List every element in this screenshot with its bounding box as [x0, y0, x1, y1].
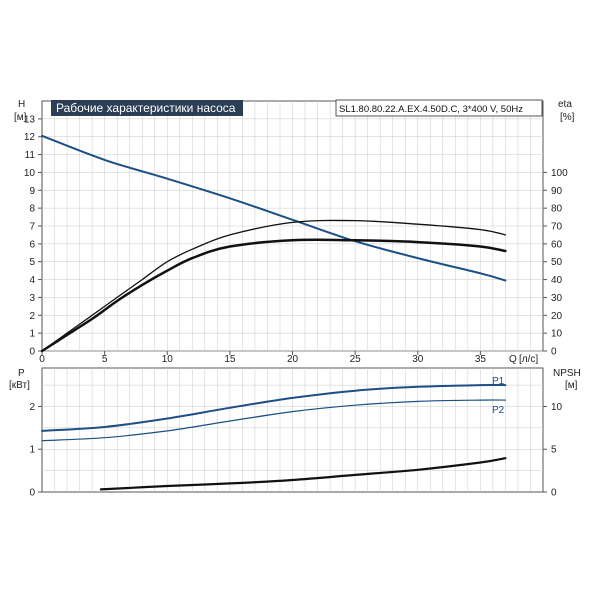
power-axis-ticks: 0 1 2 [29, 402, 42, 499]
head-tick-label: 4 [29, 275, 35, 286]
flow-tick-label: 25 [350, 354, 362, 365]
eta-axis-label: eta [558, 99, 572, 110]
eta-tick-label: 60 [551, 239, 563, 250]
curve-NPSH [99, 457, 507, 491]
head-tick-label: 12 [24, 132, 36, 143]
flow-axis-unit: [л/с] [519, 354, 538, 365]
top-series [40, 134, 507, 353]
head-tick-label: 3 [29, 293, 35, 304]
eta-tick-label: 90 [551, 186, 563, 197]
head-tick-label: 5 [29, 257, 35, 268]
bottom-series [41, 383, 507, 491]
eta-tick-label: 0 [551, 347, 557, 358]
power-tick-label: 2 [29, 402, 35, 413]
flow-tick-label: 0 [39, 354, 45, 365]
chart-title: Рабочие характеристики насоса [56, 101, 236, 115]
head-tick-label: 7 [29, 222, 35, 233]
npsh-tick-label: 5 [551, 445, 557, 456]
pump-model-label: SL1.80.80.22.A.EX.4.50D.C, 3*400 V, 50Hz [339, 104, 523, 115]
flow-tick-label: 20 [287, 354, 299, 365]
flow-tick-label: 5 [102, 354, 108, 365]
flow-axis-label: Q [509, 354, 517, 365]
eta-tick-label: 10 [551, 329, 563, 340]
head-tick-label: 6 [29, 239, 35, 250]
npsh-axis-label: NPSH [553, 368, 581, 379]
curve-eta2 [40, 238, 507, 353]
npsh-tick-label: 10 [551, 402, 563, 413]
eta-axis-unit: [%] [560, 112, 575, 123]
flow-tick-label: 10 [162, 354, 174, 365]
head-axis-unit: [м] [14, 112, 27, 123]
series-label-p2: P2 [492, 405, 505, 416]
bottom-grid [42, 368, 543, 492]
power-npsh-panel: 0 1 2 0 5 10 P [кВт] NPSH [м] P1 P2 [9, 367, 581, 499]
model-background [335, 99, 543, 117]
power-tick-label: 0 [29, 488, 35, 499]
head-tick-label: 10 [24, 168, 36, 179]
power-axis-unit: [кВт] [9, 380, 30, 391]
series-label-p1: P1 [492, 376, 505, 387]
curve-H [41, 134, 507, 282]
npsh-axis-ticks: 0 5 10 [543, 402, 563, 499]
eta-tick-label: 50 [551, 257, 563, 268]
npsh-tick-label: 0 [551, 488, 557, 499]
eta-tick-label: 40 [551, 275, 563, 286]
head-tick-label: 8 [29, 204, 35, 215]
top-grid [42, 101, 543, 352]
power-axis-label: P [18, 368, 25, 379]
eta-tick-label: 100 [551, 168, 568, 179]
flow-tick-label: 15 [224, 354, 236, 365]
head-tick-label: 0 [29, 347, 35, 358]
head-tick-label: 1 [29, 329, 35, 340]
power-tick-label: 1 [29, 445, 35, 456]
eta-tick-label: 30 [551, 293, 563, 304]
curve-P1 [41, 383, 507, 432]
head-axis-label: H [18, 99, 25, 110]
flow-tick-label: 30 [412, 354, 424, 365]
eta-tick-label: 70 [551, 222, 563, 233]
eta-tick-label: 20 [551, 311, 563, 322]
head-tick-label: 2 [29, 311, 35, 322]
eta-tick-label: 80 [551, 204, 563, 215]
title-background [51, 100, 243, 116]
curve-P2 [41, 399, 506, 442]
npsh-axis-unit: [м] [565, 380, 578, 391]
curve-eta1 [41, 219, 507, 352]
head-tick-label: 13 [24, 114, 36, 125]
head-tick-label: 11 [25, 150, 36, 161]
flow-tick-label: 35 [475, 354, 487, 365]
head-tick-label: 9 [29, 186, 35, 197]
eta-axis-ticks: 0 10 20 30 40 50 60 70 80 90 100 [543, 168, 568, 358]
flow-axis-ticks: 0 5 10 15 20 25 30 35 [39, 351, 486, 365]
